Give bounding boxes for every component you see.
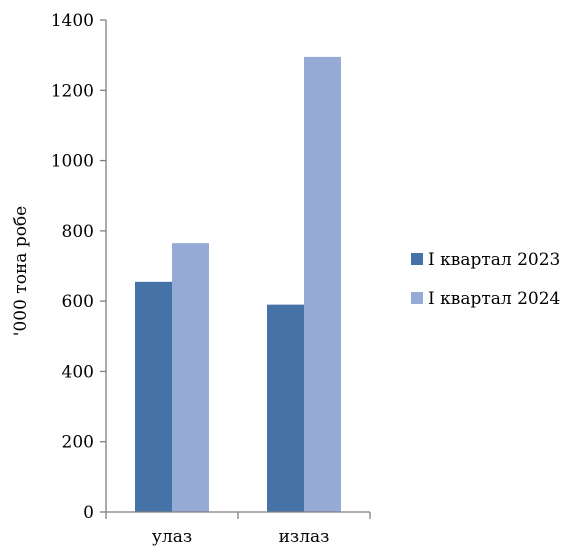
legend-swatch	[411, 292, 423, 304]
y-axis-title: '000 тона робе	[11, 206, 31, 336]
x-axis-ticks: улаз излаз	[105, 512, 371, 547]
y-tick-label: 800	[62, 222, 94, 242]
x-category-label: улаз	[152, 527, 192, 547]
bar	[304, 56, 341, 513]
y-tick-label: 1200	[51, 81, 94, 101]
y-tick-label: 400	[62, 362, 94, 382]
bar	[135, 281, 172, 512]
bar	[267, 304, 304, 512]
legend-label: I квартал 2024	[428, 289, 560, 309]
bar	[172, 243, 209, 512]
bars	[135, 56, 341, 513]
legend-label: I квартал 2023	[428, 250, 560, 270]
y-tick-label: 1000	[51, 152, 94, 172]
x-category-label: излаз	[279, 527, 330, 547]
y-tick-label: 1400	[51, 11, 94, 31]
y-tick-label: 600	[62, 292, 94, 312]
y-axis-ticks: 0 200 400 600 800 1000 1200 1400	[51, 11, 106, 523]
legend: I квартал 2023 I квартал 2024	[411, 250, 560, 309]
y-tick-label: 200	[62, 433, 94, 453]
legend-swatch	[411, 253, 423, 265]
y-tick-label: 0	[83, 503, 94, 523]
